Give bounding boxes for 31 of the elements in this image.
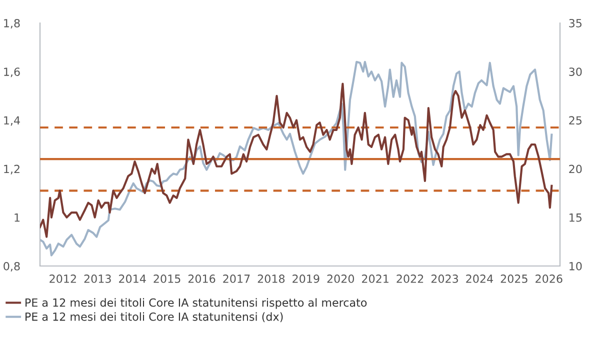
x-tick-label: 2022 bbox=[396, 274, 424, 283]
y-tick-label: 1,4 bbox=[4, 116, 20, 126]
x-tick-label: 2019 bbox=[292, 274, 320, 283]
y2-tick-label: 10 bbox=[570, 262, 582, 270]
y2-tick-label: 15 bbox=[570, 214, 582, 222]
legend-label: PE a 12 mesi dei titoli Core IA statunitensi rispetto al mercato bbox=[26, 298, 367, 309]
y2-tick-label: 25 bbox=[569, 116, 582, 125]
line-series bbox=[40, 82, 553, 238]
x-tick-label: 2023 bbox=[431, 274, 458, 283]
y2-tick-label: 30 bbox=[569, 68, 582, 76]
y2-tick-label: 20 bbox=[569, 164, 582, 174]
y-tick-label: 1,8 bbox=[4, 18, 20, 29]
x-tick-label: 2025 bbox=[500, 274, 528, 283]
x-tick-label: 2020 bbox=[327, 274, 354, 283]
y-tick-label: 1,2 bbox=[4, 164, 20, 174]
x-tick-label: 2017 bbox=[223, 274, 250, 283]
x-tick-label: 2016 bbox=[188, 274, 216, 283]
legend-label: PE a 12 mesi dei titoli Core IA statunitensi (dx) bbox=[26, 312, 283, 322]
x-tick-label: 2018 bbox=[258, 274, 285, 283]
x-tick-label: 2013 bbox=[84, 274, 111, 283]
y-tick-label: 0,8 bbox=[4, 262, 20, 272]
x-tick-label: 2012 bbox=[50, 274, 76, 283]
x-tick-label: 2024 bbox=[466, 274, 493, 283]
line-series bbox=[40, 60, 553, 256]
x-tick-label: 2026 bbox=[536, 274, 562, 283]
x-tick-label: 2021 bbox=[362, 274, 388, 283]
x-tick-label: 2014 bbox=[119, 274, 146, 283]
y-tick-label: 1 bbox=[14, 214, 20, 222]
y2-tick-label: 35 bbox=[569, 18, 582, 28]
x-tick-label: 2015 bbox=[154, 274, 180, 283]
y-tick-label: 1,6 bbox=[4, 68, 20, 78]
